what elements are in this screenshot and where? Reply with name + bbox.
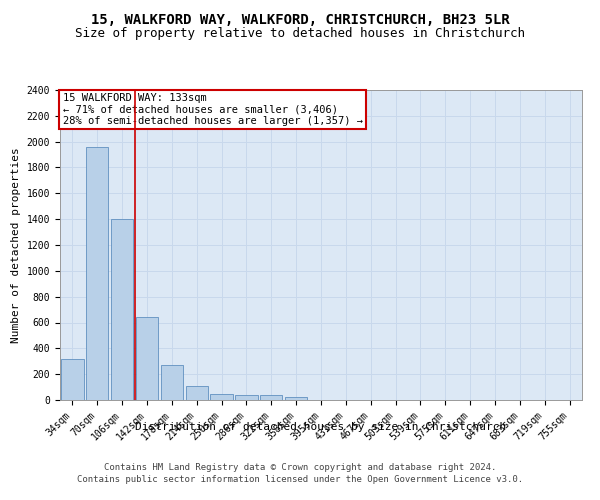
Text: 15, WALKFORD WAY, WALKFORD, CHRISTCHURCH, BH23 5LR: 15, WALKFORD WAY, WALKFORD, CHRISTCHURCH… [91,12,509,26]
Bar [285,398,307,400]
Bar [61,358,83,400]
Text: 15 WALKFORD WAY: 133sqm
← 71% of detached houses are smaller (3,406)
28% of semi: 15 WALKFORD WAY: 133sqm ← 71% of detache… [62,93,362,126]
Text: Size of property relative to detached houses in Christchurch: Size of property relative to detached ho… [75,28,525,40]
Bar [161,365,183,400]
Bar [260,395,283,400]
Bar [235,394,257,400]
Bar [86,147,109,400]
Text: Contains public sector information licensed under the Open Government Licence v3: Contains public sector information licen… [77,475,523,484]
Text: Distribution of detached houses by size in Christchurch: Distribution of detached houses by size … [136,422,506,432]
Text: Contains HM Land Registry data © Crown copyright and database right 2024.: Contains HM Land Registry data © Crown c… [104,462,496,471]
Bar [136,318,158,400]
Bar [111,219,133,400]
Y-axis label: Number of detached properties: Number of detached properties [11,147,21,343]
Bar [211,394,233,400]
Bar [185,386,208,400]
